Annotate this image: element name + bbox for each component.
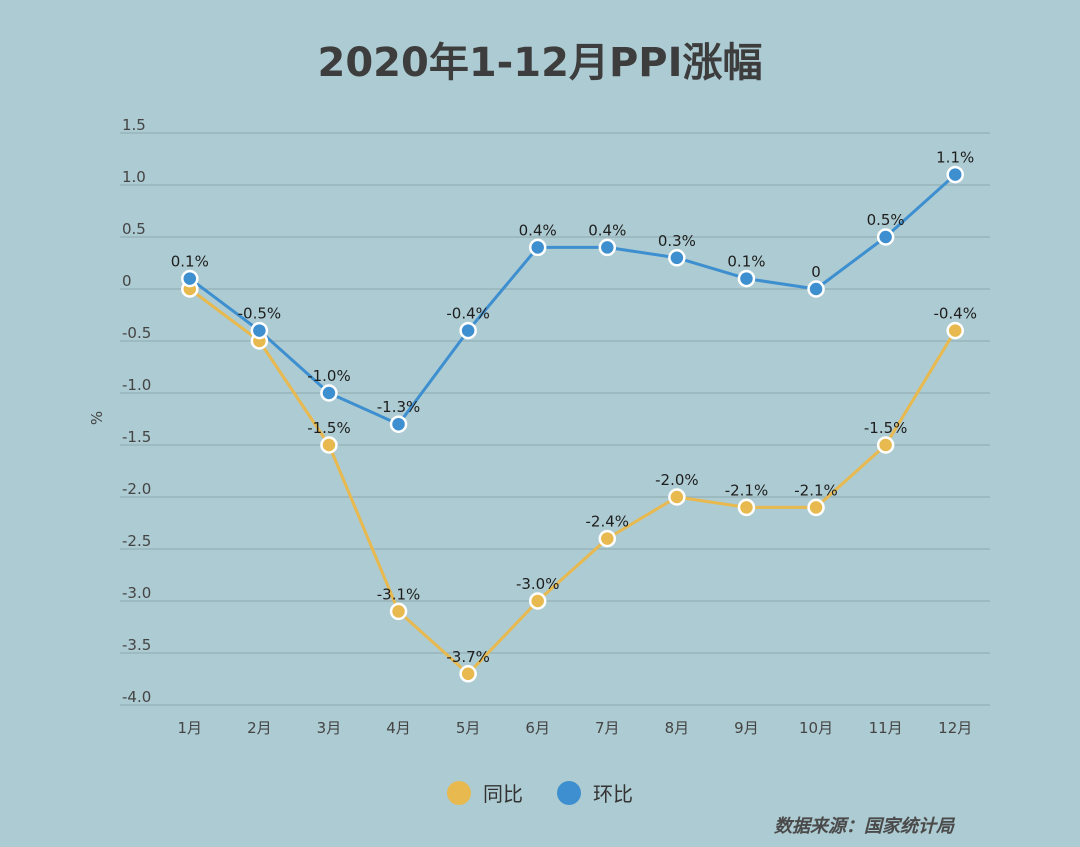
data-point <box>737 269 756 288</box>
data-label: -1.0% <box>307 367 351 385</box>
x-tick-label: 2月 <box>247 719 272 737</box>
y-tick-label: 1.5 <box>122 116 146 134</box>
source-note: 数据来源：国家统计局 <box>774 816 954 837</box>
data-point <box>807 498 825 517</box>
legend-label-mom: 环比 <box>593 782 633 806</box>
gridlines <box>120 132 990 706</box>
data-label: -3.7% <box>446 648 490 666</box>
data-label: 0.1% <box>727 253 765 271</box>
legend-dot-yoy-icon <box>447 780 471 805</box>
data-label: -2.1% <box>725 481 769 499</box>
data-label: -0.4% <box>446 305 490 323</box>
data-point <box>668 249 686 267</box>
y-tick-label: -3.0 <box>122 584 151 602</box>
series-line-0 <box>188 287 957 676</box>
y-tick-label: -1.5 <box>122 428 151 446</box>
x-tick-label: 9月 <box>734 719 759 737</box>
chart-title: 2020年1-12月PPI涨幅 <box>317 40 763 86</box>
legend-item-yoy[interactable]: 同比 <box>447 778 523 807</box>
data-point <box>528 592 547 610</box>
y-tick-label: 0 <box>122 272 132 290</box>
x-tick-label: 6月 <box>525 719 550 737</box>
data-labels: -1.5% -3.1% -3.7% -3.0% -2.4% -2.0% -2.1% -2.1%… <box>171 149 977 666</box>
data-point <box>876 436 895 454</box>
x-axis-ticks: 1月 2月 3月 4月 5月 6月 7月 8月 9月 10月 11月 12月 <box>178 719 973 737</box>
y-axis-ticks: 1.5 1.0 0.5 0 -0.5 -1.0 -1.5 -2.0 -2.5 -3.0 -3.5 -4… <box>122 116 151 706</box>
data-label: -2.1% <box>794 481 838 499</box>
data-label: 0 <box>811 263 821 281</box>
x-tick-label: 8月 <box>665 719 690 737</box>
data-label: 0.4% <box>588 221 626 239</box>
data-label: -3.1% <box>377 585 421 603</box>
data-point <box>389 415 408 433</box>
data-point <box>459 321 477 340</box>
data-label: -2.4% <box>586 513 630 531</box>
data-label: 0.4% <box>519 221 557 239</box>
y-tick-label: -2.0 <box>122 480 151 498</box>
y-axis-label: % <box>88 411 106 425</box>
data-label: -3.0% <box>516 575 560 593</box>
data-point <box>737 498 756 517</box>
data-point <box>320 384 338 402</box>
x-tick-label: 12月 <box>938 719 972 737</box>
data-label: -1.5% <box>307 419 351 437</box>
data-label: -0.4% <box>933 305 977 323</box>
y-tick-label: -0.5 <box>122 324 151 342</box>
legend-dot-mom-icon <box>557 780 581 805</box>
legend: 同比 环比 <box>0 778 1080 807</box>
data-point <box>181 269 199 288</box>
data-point <box>876 228 895 246</box>
data-point <box>946 321 964 340</box>
series-line-1 <box>188 173 957 426</box>
data-label: -2.0% <box>655 471 699 489</box>
x-tick-label: 10月 <box>799 719 833 737</box>
x-tick-label: 1月 <box>178 719 203 737</box>
data-point <box>598 238 617 257</box>
y-tick-label: -3.5 <box>122 636 151 654</box>
x-tick-label: 4月 <box>386 719 411 737</box>
y-tick-label: -2.5 <box>122 532 151 550</box>
x-tick-label: 3月 <box>317 719 342 737</box>
data-label: 0.3% <box>658 232 696 250</box>
series-layer <box>181 165 964 683</box>
data-label: -1.3% <box>377 398 421 416</box>
data-point <box>250 321 269 340</box>
data-point <box>528 238 547 257</box>
data-label: -1.5% <box>864 419 908 437</box>
data-point <box>459 665 477 683</box>
data-point <box>320 436 338 454</box>
y-tick-label: 0.5 <box>122 220 146 238</box>
data-point <box>807 280 825 298</box>
data-label: 0.1% <box>171 253 209 271</box>
x-tick-label: 7月 <box>595 719 620 737</box>
data-point <box>598 529 617 548</box>
y-tick-label: -1.0 <box>122 376 151 394</box>
data-point <box>946 165 964 184</box>
data-point <box>668 488 686 506</box>
data-label: 1.1% <box>936 149 974 167</box>
y-tick-label: 1.0 <box>122 168 146 186</box>
data-label: -0.5% <box>238 305 282 323</box>
x-tick-label: 11月 <box>869 719 903 737</box>
legend-item-mom[interactable]: 环比 <box>557 778 633 807</box>
legend-label-yoy: 同比 <box>483 782 523 806</box>
data-point <box>389 602 408 621</box>
y-tick-label: -4.0 <box>122 688 151 706</box>
data-label: 0.5% <box>867 211 905 229</box>
x-tick-label: 5月 <box>456 719 481 737</box>
